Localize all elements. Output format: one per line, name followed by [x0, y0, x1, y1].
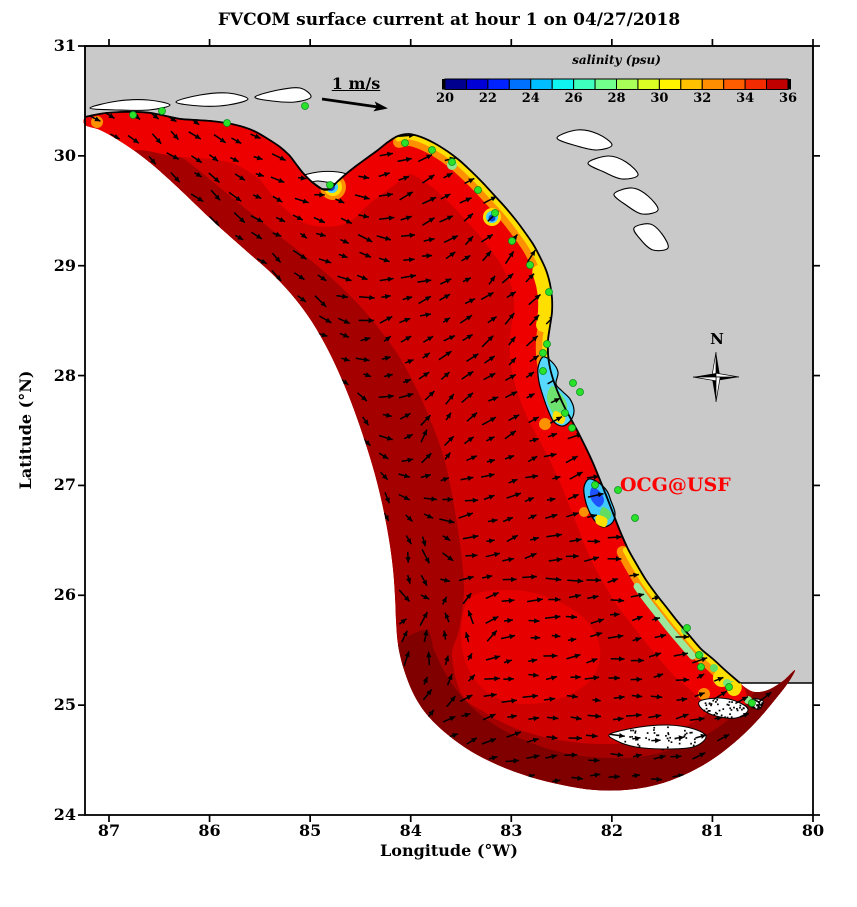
- inland-waterway: [254, 87, 312, 103]
- low-salinity-plume: [579, 507, 589, 517]
- coastline: [84, 110, 741, 684]
- scale-arrow-icon: [321, 97, 388, 112]
- station-marker: [725, 683, 733, 691]
- compass-rose-icon: [692, 351, 740, 403]
- station-marker: [326, 181, 334, 189]
- station-marker: [301, 102, 309, 110]
- inland-waterway: [89, 99, 171, 111]
- low-salinity-plume: [698, 688, 710, 700]
- station-marker: [591, 481, 599, 489]
- station-marker: [695, 651, 703, 659]
- station-marker: [576, 388, 584, 396]
- inland-waterway: [175, 92, 249, 107]
- station-marker: [428, 146, 436, 154]
- station-marker: [526, 261, 534, 269]
- station-marker: [614, 486, 622, 494]
- inland-waterway: [587, 155, 639, 180]
- station-marker: [448, 158, 456, 166]
- plot-frame: [78, 39, 820, 822]
- station-marker: [508, 237, 516, 245]
- station-marker: [491, 209, 499, 217]
- salinity-field-layer: [83, 111, 796, 791]
- inland-waterway: [613, 187, 659, 215]
- station-marker: [539, 367, 547, 375]
- station-marker: [223, 119, 231, 127]
- coastal-salinity-band: [532, 264, 553, 333]
- colorbar: [442, 78, 791, 90]
- low-salinity-plume: [710, 664, 718, 672]
- coastal-salinity-band: [633, 582, 697, 660]
- low-salinity-plume: [539, 418, 551, 430]
- low-salinity-plume: [91, 116, 103, 128]
- station-marker: [401, 139, 409, 147]
- coastal-salinity-band: [83, 111, 747, 717]
- inland-waterway: [633, 223, 669, 252]
- station-marker: [569, 379, 577, 387]
- station-markers-layer: [129, 102, 756, 707]
- inland-waterway: [556, 129, 613, 151]
- station-marker: [631, 514, 639, 522]
- station-marker: [129, 111, 137, 119]
- station-marker: [543, 340, 551, 348]
- current-vectors-layer: [87, 111, 772, 784]
- station-marker: [683, 624, 691, 632]
- station-marker: [545, 288, 553, 296]
- station-marker: [474, 186, 482, 194]
- station-marker: [561, 409, 569, 417]
- station-marker: [568, 424, 576, 432]
- station-marker: [697, 663, 705, 671]
- station-marker: [158, 107, 166, 115]
- station-marker: [539, 349, 547, 357]
- station-marker: [748, 699, 756, 707]
